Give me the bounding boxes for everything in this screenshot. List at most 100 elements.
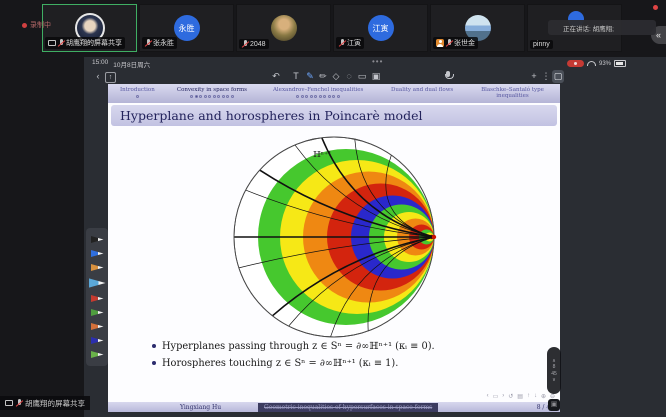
slide-dot[interactable] <box>190 94 194 98</box>
pdf-tool-icon[interactable]: ↑ <box>526 393 530 399</box>
ipad-statusbar-left: 15:00 10月8日周六 <box>92 59 150 69</box>
ipad-menu-dots[interactable]: ••• <box>372 57 384 66</box>
ipad-statusbar-right: 93% <box>566 60 626 67</box>
bullet-list: Hyperplanes passing through z ∈ Sⁿ = ∂∞ℍ… <box>152 341 546 375</box>
back-button[interactable]: ‹ <box>96 71 100 81</box>
pen-tool-icon[interactable]: ✎ <box>306 71 314 81</box>
speaking-toast-text: 正在讲话: 胡鹰翔; <box>563 25 614 33</box>
slide-dot[interactable] <box>230 94 234 98</box>
more-menu-icon[interactable]: ⋮ <box>541 71 551 81</box>
participant-name: pinny <box>533 41 550 48</box>
slide-title: Hyperplane and horospheres in Poincarè m… <box>111 105 557 126</box>
lasso-tool-icon[interactable]: ◌ <box>346 71 352 81</box>
nav-section-dots <box>257 94 379 98</box>
slide-dot[interactable] <box>318 94 322 98</box>
nav-section-convexity[interactable]: Convexity in space forms <box>167 84 257 103</box>
favorite-pen-6[interactable] <box>90 322 104 331</box>
shape-tool-icon[interactable]: ◇ <box>332 71 340 81</box>
pdf-tool-icon[interactable]: › <box>502 393 505 399</box>
nav-section-dots <box>108 94 167 98</box>
slide-dot[interactable] <box>208 94 212 98</box>
participant-label: 张世金 <box>433 37 478 49</box>
pdf-tool-icon[interactable]: ↓ <box>533 393 537 399</box>
scrub-current-page: 8 <box>552 364 556 370</box>
favorite-pen-3[interactable] <box>88 278 106 288</box>
favorite-pen-1[interactable] <box>90 249 104 258</box>
bullet-text: Hyperplanes passing through z ∈ Sⁿ = ∂∞ℍ… <box>162 341 435 352</box>
avatar: 江寅 <box>367 15 394 41</box>
slide-dot[interactable] <box>323 94 327 98</box>
video-tile[interactable]: 江寅 江寅 <box>333 4 428 52</box>
favorite-pen-4[interactable] <box>90 294 104 303</box>
mic-off-icon <box>58 39 64 47</box>
slide-dot[interactable] <box>300 94 304 98</box>
scrub-up-icon[interactable]: ∧ <box>552 357 556 364</box>
screen-share-icon <box>5 400 13 406</box>
favorite-pen-5[interactable] <box>90 308 104 317</box>
pdf-tool-icon[interactable]: ⊖ <box>549 394 555 400</box>
scrub-down-icon[interactable]: ∨ <box>552 377 556 383</box>
slide-dot[interactable] <box>221 94 225 98</box>
slide-dot[interactable] <box>327 94 331 98</box>
participant-label: 胡鹰翔的屏幕共享 <box>45 37 125 49</box>
thumbnail-button[interactable]: ▣ <box>548 399 560 411</box>
slide-dot[interactable] <box>336 94 340 98</box>
eraser-tool-icon[interactable]: ▭ <box>357 71 367 81</box>
favorite-pen-2[interactable] <box>90 263 104 272</box>
participant-label: pinny <box>530 40 553 49</box>
recording-label: 录制中 <box>30 22 51 29</box>
slide-dot[interactable] <box>314 94 318 98</box>
video-tile[interactable]: 2048 <box>236 4 331 52</box>
highlighter-tool-icon[interactable]: ✏ <box>319 71 327 81</box>
image-tool-icon[interactable]: ▣ <box>371 71 381 81</box>
bullet-icon <box>152 343 156 348</box>
slide-nav-bar: Introduction Convexity in space forms Al… <box>108 84 560 103</box>
pdf-tool-icon[interactable]: ▭ <box>492 394 499 400</box>
nav-section-label: Duality and dual flows <box>390 87 454 93</box>
slide: Introduction Convexity in space forms Al… <box>108 84 560 412</box>
page-scrubber[interactable]: ∧ 8 45 ∨ <box>547 347 561 394</box>
nav-section-label: Convexity in space forms <box>176 87 247 93</box>
slide-dot[interactable] <box>305 94 309 98</box>
horospheres-figure-svg <box>233 136 437 338</box>
nav-section-blaschke-santalo[interactable]: Blaschke–Santaló type inequalities <box>465 84 560 103</box>
nav-section-duality[interactable]: Duality and dual flows <box>379 84 465 103</box>
add-page-icon[interactable]: + <box>531 71 537 81</box>
slide-dot[interactable] <box>212 94 216 98</box>
participant-name: 胡鹰翔的屏幕共享 <box>66 40 122 47</box>
pdf-tool-icon[interactable]: ↺ <box>508 394 514 400</box>
pdf-tool-icon[interactable]: ‹ <box>486 393 489 399</box>
nav-section-dots <box>167 94 257 98</box>
video-tile[interactable]: 张世金 <box>430 4 525 52</box>
video-tile-screenshare[interactable]: 胡鹰翔的屏幕共享 <box>42 4 137 52</box>
slide-dot[interactable] <box>199 94 203 98</box>
scrub-total-pages: 45 <box>551 370 557 377</box>
nav-section-introduction[interactable]: Introduction <box>108 84 167 103</box>
pdf-tool-icon[interactable]: ▤ <box>517 394 523 400</box>
footer-author: Yingxiang Hu <box>180 403 222 411</box>
nav-section-alexandrov-fenchel[interactable]: Alexandrov–Fenchel inequalities <box>257 84 379 103</box>
export-icon[interactable]: ↑ <box>105 72 116 83</box>
hyperbolic-space-label: ℍⁿ⁺¹ <box>313 150 332 159</box>
favorite-pen-7[interactable] <box>90 336 104 345</box>
slide-dot[interactable] <box>226 94 230 98</box>
footer-paper-title[interactable]: Geometric inequalities of hypersurfaces … <box>258 402 439 412</box>
favorite-pen-8[interactable] <box>90 350 104 359</box>
mic-tool-icon[interactable] <box>442 70 454 83</box>
pages-view-icon[interactable]: ▢ <box>552 70 564 83</box>
slide-dot[interactable] <box>309 94 313 98</box>
slide-dot[interactable] <box>332 94 336 98</box>
video-tile[interactable]: 永胜 张永胜 <box>139 4 234 52</box>
undo-icon[interactable]: ↶ <box>272 71 280 81</box>
bullet-icon <box>152 360 156 365</box>
poincare-figure: ℍⁿ⁺¹ <box>227 133 441 343</box>
mic-off-icon <box>242 40 248 48</box>
pdf-tool-icon[interactable]: ⊕ <box>540 394 546 400</box>
slide-dot[interactable] <box>217 94 221 98</box>
slide-dot[interactable] <box>203 94 207 98</box>
favorite-pen-0[interactable] <box>90 235 104 244</box>
text-tool-icon[interactable]: T <box>293 71 299 81</box>
slide-dot[interactable] <box>296 94 300 98</box>
slide-dot[interactable] <box>194 94 198 98</box>
slide-dot[interactable] <box>135 94 139 98</box>
